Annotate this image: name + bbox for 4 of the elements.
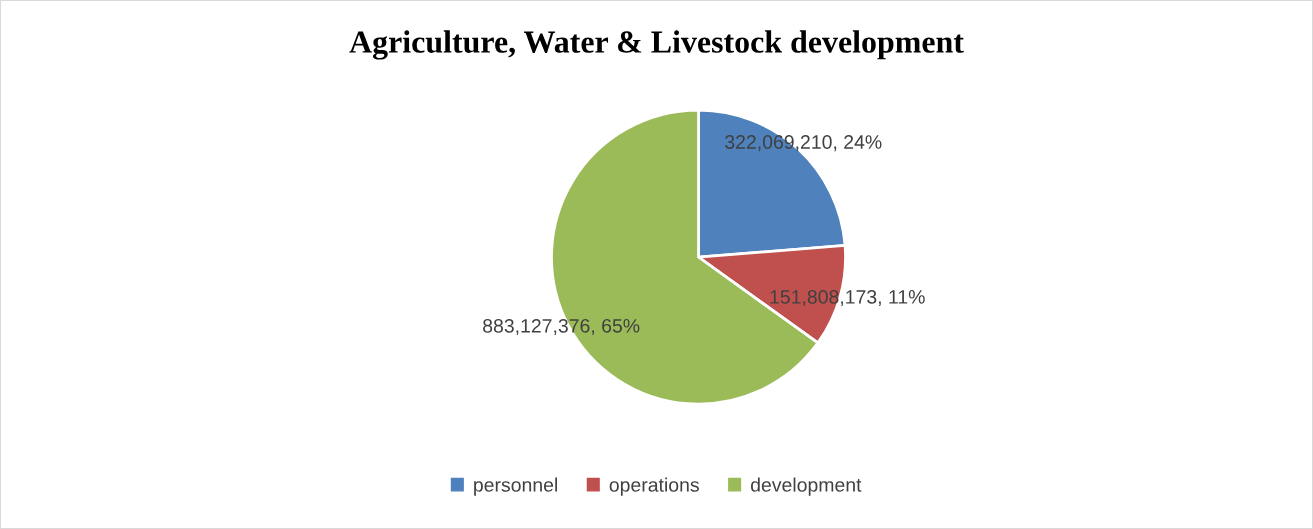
chart-title: Agriculture, Water & Livestock development	[349, 30, 964, 60]
legend-label: operations	[609, 477, 699, 496]
legend-label: development	[751, 477, 862, 496]
legend-label: personnel	[474, 477, 557, 496]
